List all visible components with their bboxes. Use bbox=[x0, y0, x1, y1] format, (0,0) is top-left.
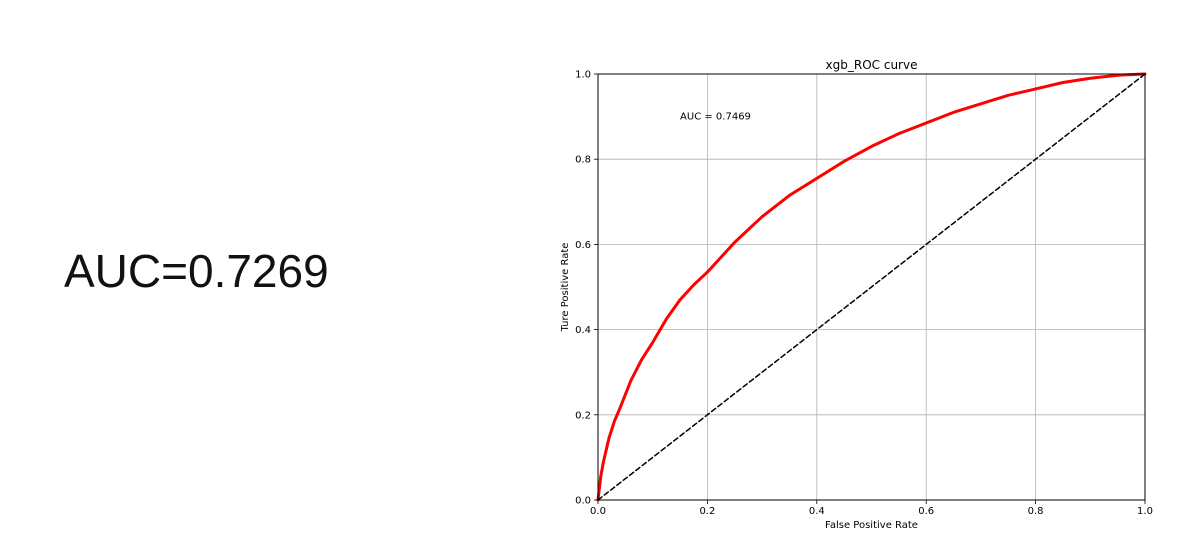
y-tick-label: 0.0 bbox=[575, 496, 591, 507]
y-tick-label: 0.4 bbox=[575, 325, 591, 336]
auc-annotation: AUC = 0.7469 bbox=[680, 112, 751, 123]
roc-curve-line bbox=[596, 72, 1147, 502]
grid-lines bbox=[597, 73, 1146, 501]
auc-side-note: AUC=0.7269 bbox=[64, 245, 329, 297]
x-tick-label: 0.2 bbox=[699, 506, 715, 517]
y-tick-label: 0.8 bbox=[575, 155, 591, 166]
y-axis-label: Ture Positive Rate bbox=[560, 243, 571, 333]
plot-frame bbox=[597, 73, 1146, 501]
x-tick-label: 0.6 bbox=[918, 506, 934, 517]
tick-marks: 0.0 0.2 0.4 0.6 0.8 1.0 0.0 0.2 0.4 0.6 0.8 1.0 bbox=[575, 70, 1153, 518]
x-tick-label: 0.4 bbox=[809, 506, 825, 517]
x-tick-label: 0.8 bbox=[1028, 506, 1044, 517]
y-tick-label: 0.2 bbox=[575, 410, 591, 421]
y-tick-label: 0.6 bbox=[575, 240, 591, 251]
y-tick-label: 1.0 bbox=[575, 70, 591, 81]
x-axis-label: False Positive Rate bbox=[825, 520, 918, 531]
x-tick-label: 0.0 bbox=[590, 506, 606, 517]
series-layer bbox=[596, 72, 1147, 502]
chart-title: xgb_ROC curve bbox=[826, 58, 918, 72]
chance-diagonal-line bbox=[597, 73, 1146, 501]
x-tick-label: 1.0 bbox=[1137, 506, 1153, 517]
